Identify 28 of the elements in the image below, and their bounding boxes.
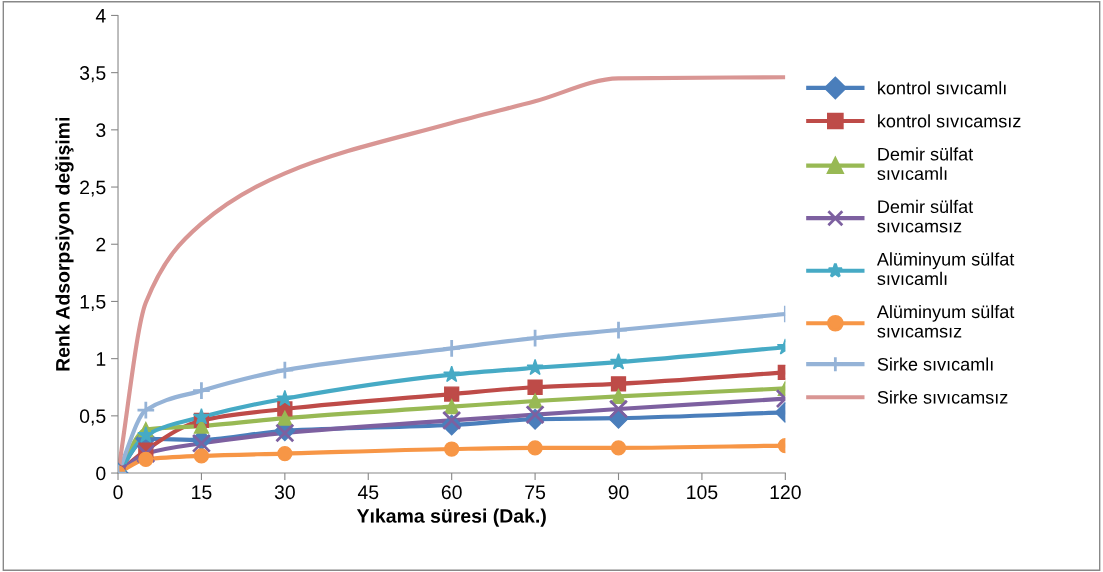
x-tick-label: 60 — [441, 485, 462, 500]
x-tick-label: 0 — [113, 485, 123, 500]
y-tick-label: 3 — [96, 123, 106, 138]
x-tick-label: 75 — [525, 485, 546, 500]
y-tick-label: 2 — [96, 237, 106, 252]
y-tick-label: 1,5 — [80, 295, 106, 311]
legend-label: Demir sülfat sıvıcamsız — [877, 199, 974, 233]
x-tick-label: 105 — [687, 485, 718, 500]
y-tick-label: 1 — [96, 352, 106, 366]
x-tick-label: 90 — [608, 485, 629, 500]
legend-label: Sirke sıvıcamlı — [877, 357, 993, 371]
x-axis-title: Yıkama süresi (Dak.) — [356, 508, 546, 527]
legend-label: Alüminyum sülfat sıvıcamlı — [876, 252, 1015, 286]
legend-label: kontrol sıvıcamlı — [878, 81, 1006, 95]
x-tick-label: 45 — [357, 485, 379, 500]
y-axis-title: Renk Adsorpsiyon değişimi — [55, 117, 74, 371]
legend-label: Alüminyum sülfat sıvıcamsız — [876, 304, 1015, 338]
y-tick-label: 0,5 — [79, 409, 106, 426]
y-tick-label: 4 — [95, 9, 106, 23]
x-tick-label: 30 — [274, 485, 295, 500]
legend-label: Sirke sıvıcamsız — [877, 390, 1008, 404]
legend-label: Demir sülfat sıvıcamlı — [877, 147, 974, 181]
y-tick-label: 3,5 — [79, 66, 106, 83]
y-tick-label: 2,5 — [80, 180, 106, 197]
x-tick-label: 15 — [192, 485, 212, 500]
legend-label: kontrol sıvıcamsız — [878, 114, 1021, 128]
y-tick-label: 0 — [96, 466, 106, 481]
x-tick-label: 120 — [770, 485, 801, 500]
